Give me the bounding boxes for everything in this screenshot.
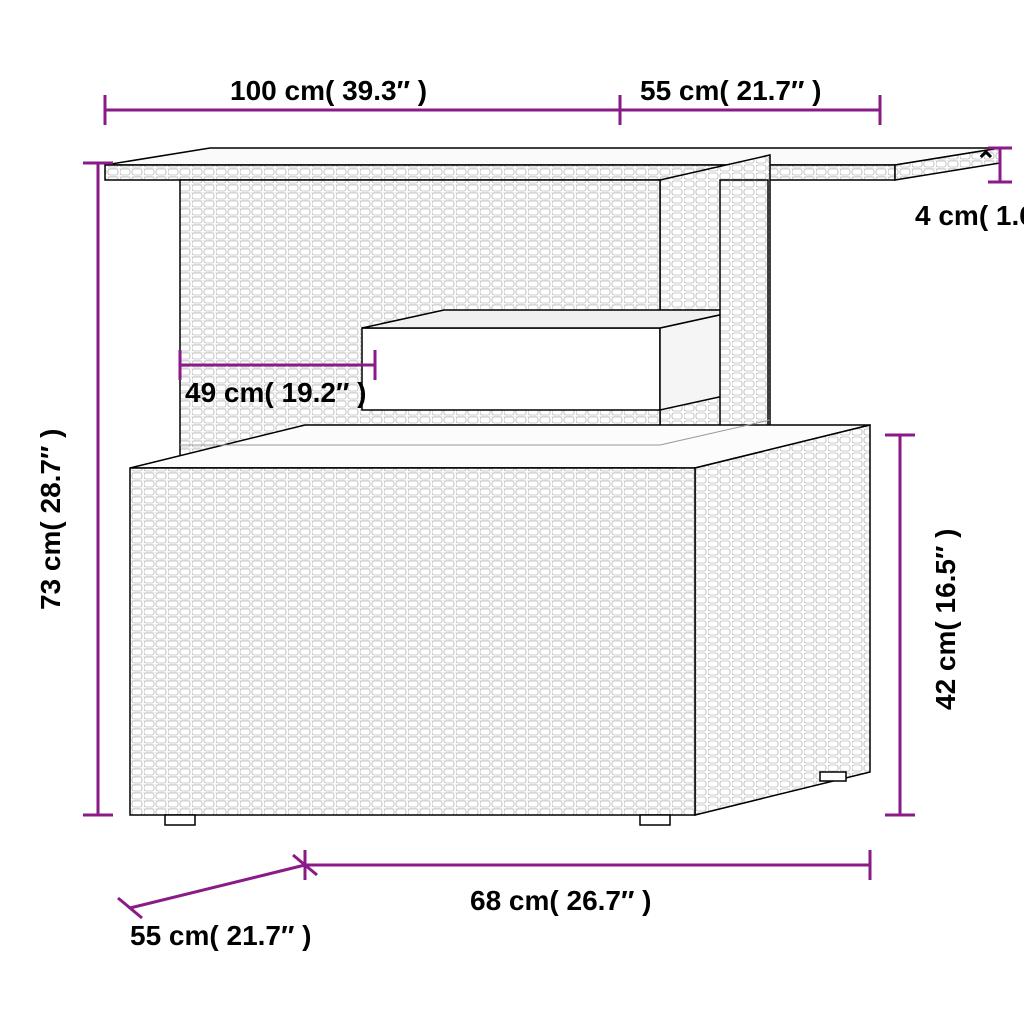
dim-height [83, 163, 113, 815]
dim-base-height [885, 435, 915, 815]
svg-text:⌃: ⌃ [975, 146, 997, 176]
label-height: 73 cm( 28.7″ ) [35, 428, 66, 610]
furniture [105, 148, 1000, 825]
dimension-diagram: 100 cm( 39.3″ ) 55 cm( 21.7″ ) 4 cm( 1.6… [0, 0, 1024, 1023]
label-top-width: 100 cm( 39.3″ ) [230, 75, 427, 106]
label-top-thick: 4 cm( 1.6″ ) [915, 200, 1024, 231]
label-shelf-width: 49 cm( 19.2″ ) [185, 377, 367, 408]
upper-block [180, 155, 770, 463]
table-top [105, 148, 1000, 180]
lower-block [130, 425, 870, 825]
label-base-height: 42 cm( 16.5″ ) [930, 528, 961, 710]
label-base-depth: 55 cm( 21.7″ ) [130, 920, 312, 951]
label-top-depth: 55 cm( 21.7″ ) [640, 75, 822, 106]
dim-base-depth [118, 855, 317, 918]
label-base-width: 68 cm( 26.7″ ) [470, 885, 652, 916]
dim-base-width [305, 850, 870, 880]
